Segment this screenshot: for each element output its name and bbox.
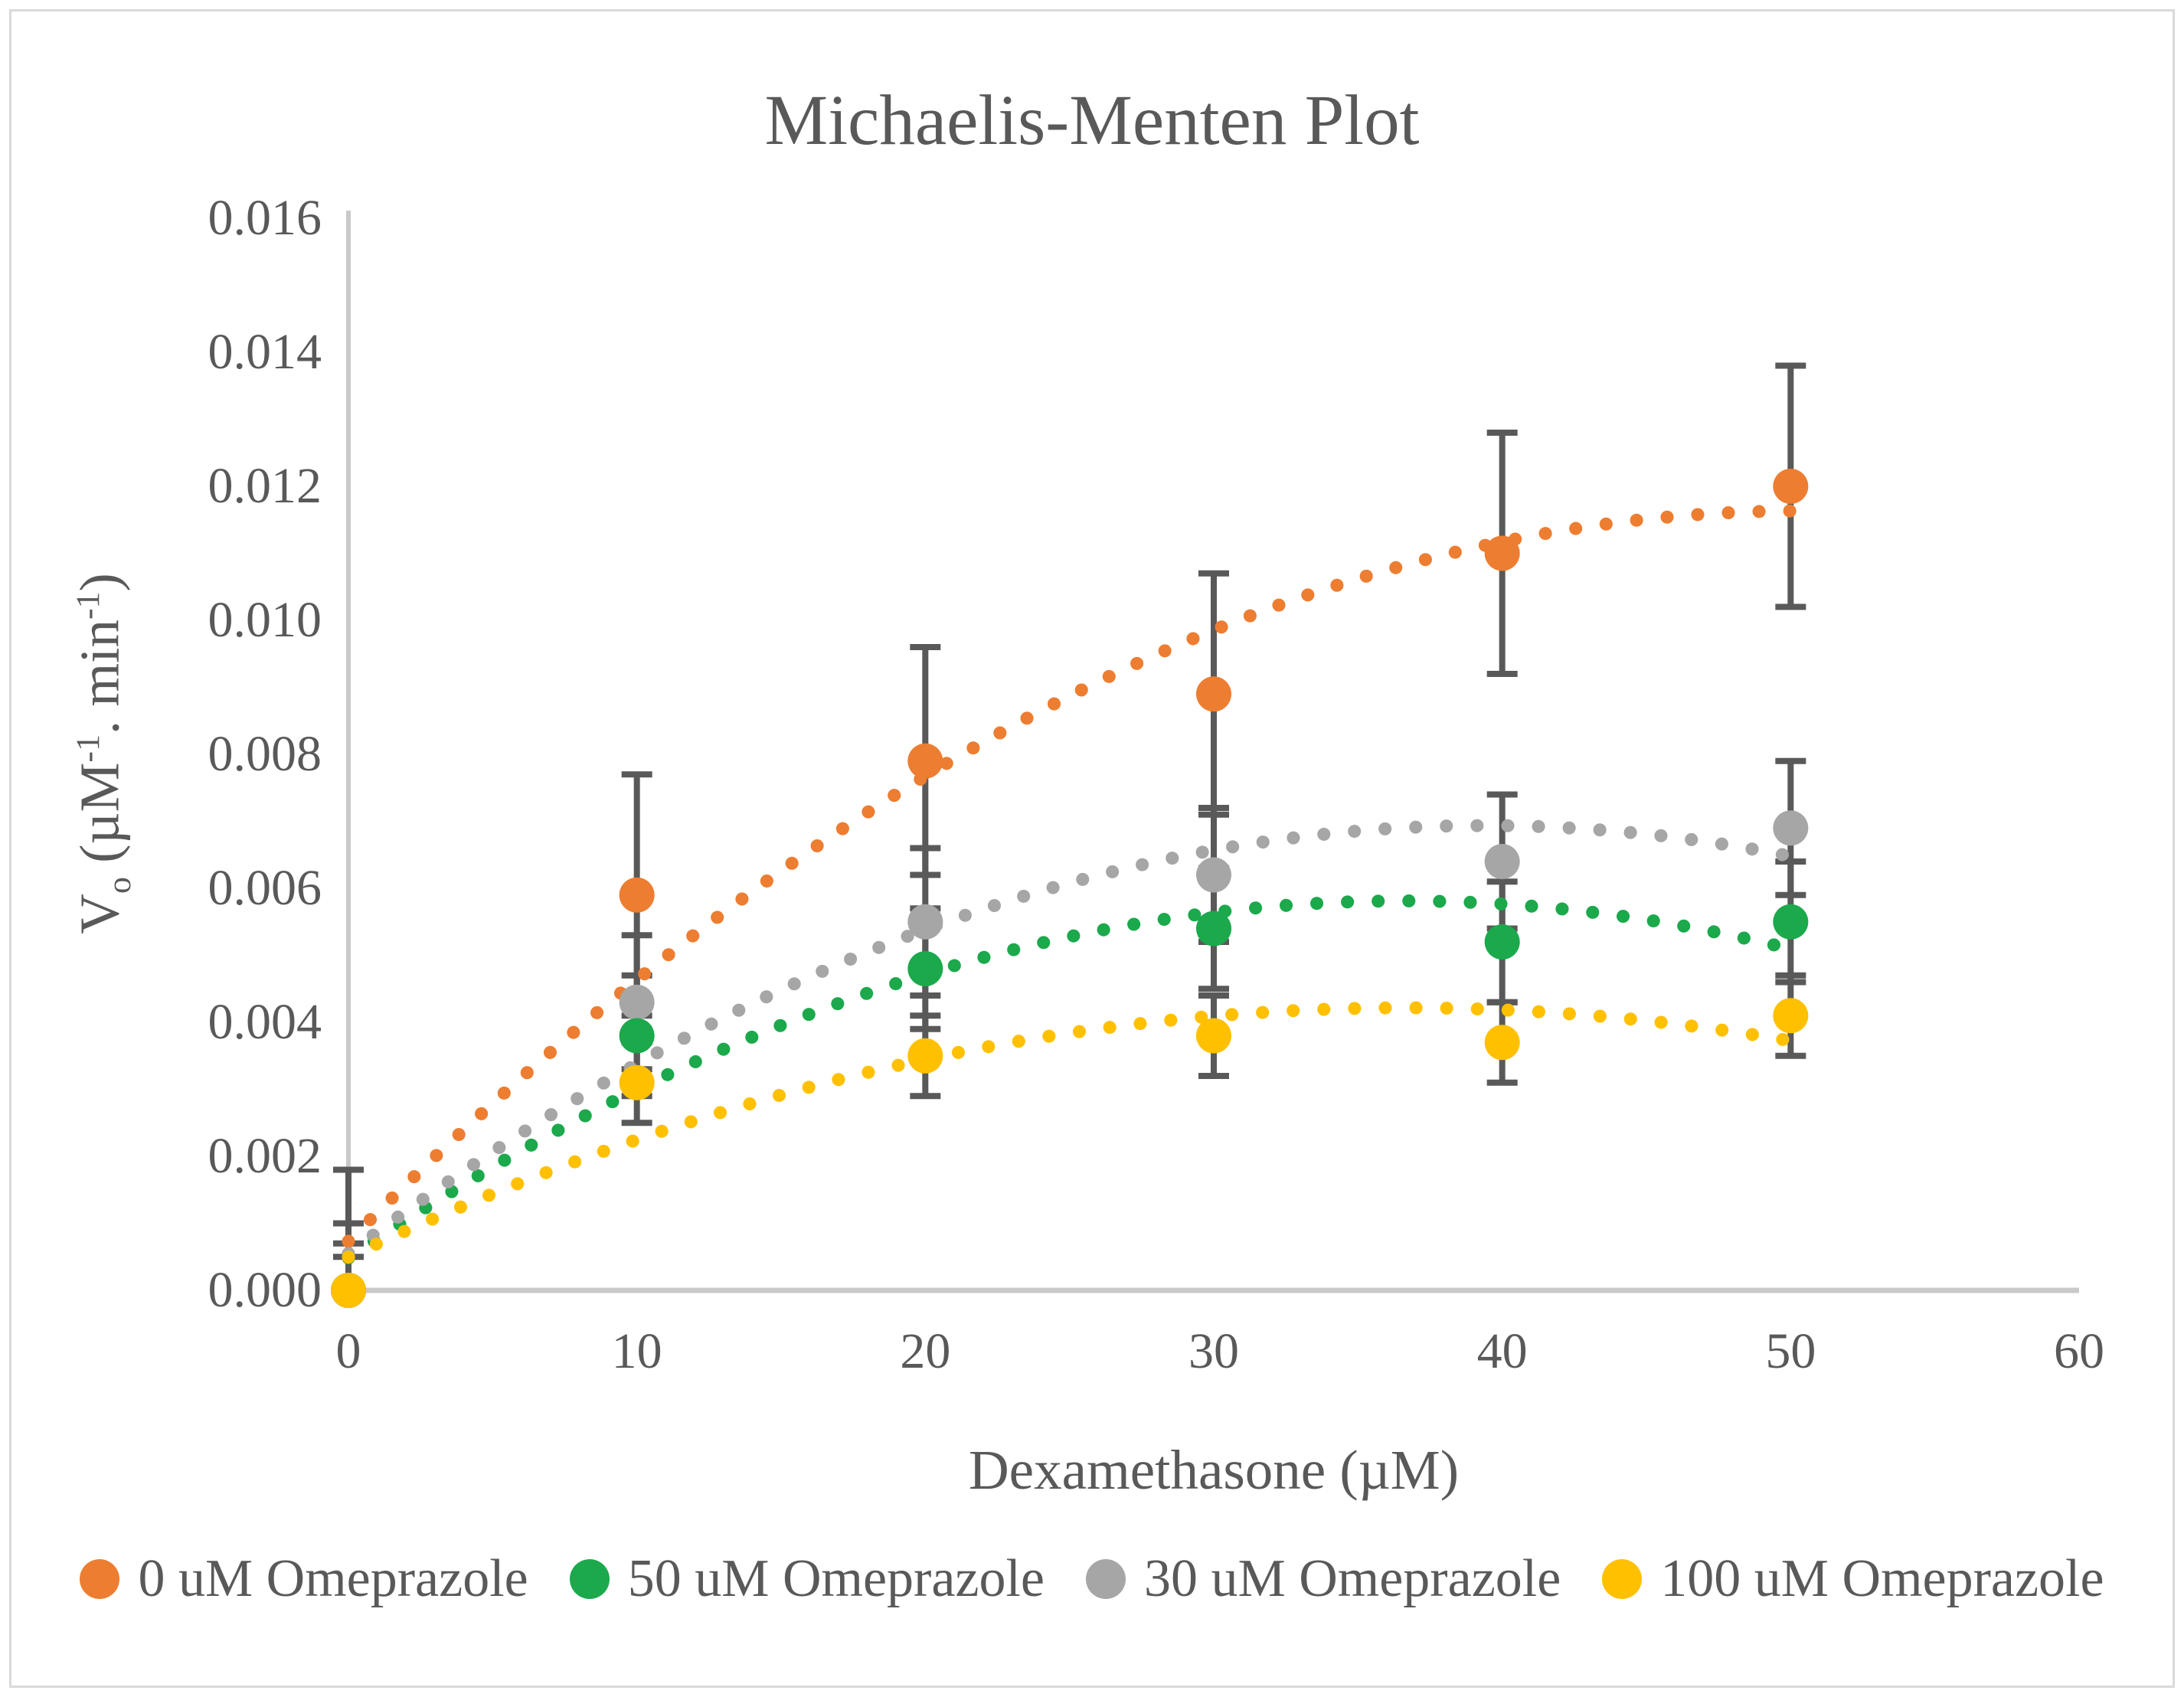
legend-label: 100 uM Omeprazole <box>1660 1549 2104 1608</box>
legend: 0 uM Omeprazole 50 uM Omeprazole 30 uM Ome… <box>0 1548 2184 1610</box>
data-point <box>1773 904 1809 940</box>
y-tick-label: 0.000 <box>208 1262 322 1318</box>
legend-marker-icon <box>80 1559 120 1599</box>
data-point <box>1484 1025 1520 1061</box>
data-point <box>1484 844 1520 879</box>
legend-item: 50 uM Omeprazole <box>569 1548 1045 1610</box>
legend-item: 0 uM Omeprazole <box>80 1548 528 1610</box>
x-axis-label: Dexamethasone (µM) <box>968 1439 1460 1501</box>
y-tick-label: 0.016 <box>208 190 322 246</box>
data-point <box>907 743 943 779</box>
data-point <box>619 877 655 913</box>
data-point <box>907 1038 943 1074</box>
legend-item: 100 uM Omeprazole <box>1602 1548 2104 1610</box>
x-tick-label: 10 <box>611 1323 662 1379</box>
data-point <box>1773 469 1809 504</box>
error-bars <box>333 362 1806 1290</box>
y-tick-label: 0.006 <box>208 860 322 916</box>
data-point <box>1196 857 1231 893</box>
data-point <box>1484 535 1520 571</box>
x-tick-label: 30 <box>1188 1323 1239 1379</box>
y-tick-label: 0.002 <box>208 1128 322 1184</box>
y-tick-label: 0.014 <box>208 324 322 380</box>
data-point <box>1484 924 1520 960</box>
legend-marker-icon <box>1602 1559 1643 1599</box>
data-point <box>907 951 943 986</box>
legend-item: 30 uM Omeprazole <box>1086 1548 1561 1610</box>
data-point <box>1196 676 1231 712</box>
legend-label: 50 uM Omeprazole <box>627 1549 1045 1608</box>
data-point <box>331 1273 366 1308</box>
data-point <box>1773 998 1809 1034</box>
data-point <box>619 1064 655 1100</box>
x-tick-label: 0 <box>335 1323 361 1379</box>
x-tick-label: 50 <box>1765 1323 1816 1379</box>
data-point <box>1196 911 1231 947</box>
data-point <box>619 984 655 1020</box>
legend-label: 30 uM Omeprazole <box>1144 1549 1561 1608</box>
error-bar <box>333 1166 364 1290</box>
y-tick-label: 0.010 <box>208 592 322 648</box>
data-point <box>1773 810 1809 846</box>
data-point <box>619 1018 655 1054</box>
data-point <box>907 904 943 940</box>
legend-marker-icon <box>1086 1559 1126 1599</box>
x-tick-label: 40 <box>1476 1323 1528 1379</box>
data-point <box>1196 1018 1231 1054</box>
trend-line <box>342 819 1797 1260</box>
trend-line <box>342 1001 1797 1264</box>
x-tick-label: 20 <box>900 1323 951 1379</box>
trend-line <box>342 504 1797 1248</box>
trend-line <box>342 894 1797 1265</box>
y-tick-label: 0.012 <box>208 458 322 514</box>
chart-title: Michaelis-Menten Plot <box>764 81 1420 160</box>
legend-label: 0 uM Omeprazole <box>138 1549 528 1608</box>
legend-marker-icon <box>569 1559 610 1599</box>
x-tick-label: 60 <box>2054 1323 2104 1379</box>
y-tick-label: 0.004 <box>208 994 322 1050</box>
y-tick-label: 0.008 <box>208 726 322 782</box>
